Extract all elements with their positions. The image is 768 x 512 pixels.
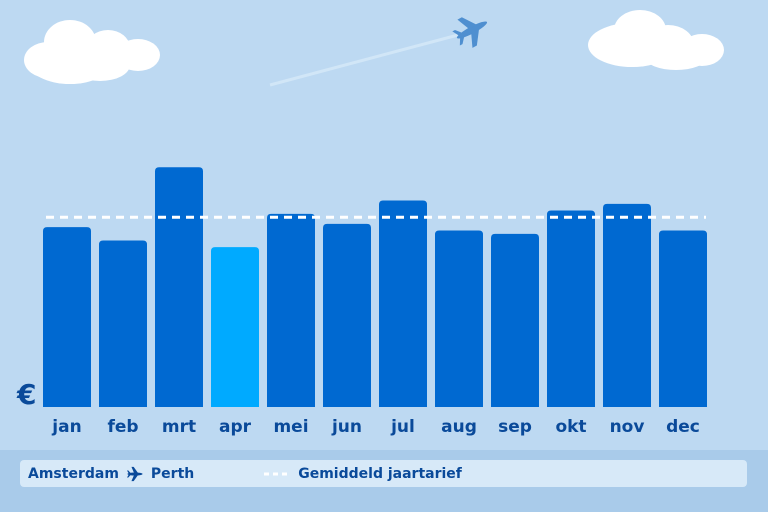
dashed-line-icon: [264, 472, 291, 475]
x-tick-label: mrt: [162, 417, 196, 437]
bar-apr: [211, 247, 259, 407]
bars-layer: [43, 167, 707, 407]
x-tick-label: nov: [610, 417, 645, 437]
cloud-icon: [24, 20, 160, 84]
airplane-icon: [126, 466, 143, 481]
x-tick-label: jun: [331, 417, 362, 437]
x-tick-label: apr: [219, 417, 252, 437]
route-destination: Perth: [150, 465, 195, 482]
bar-feb: [99, 240, 147, 407]
bar-jun: [323, 223, 371, 407]
y-axis-currency-label: €: [17, 378, 37, 411]
x-tick-label: sep: [498, 417, 532, 437]
x-axis-labels: jan feb mrt apr mei jun jul aug sep okt nov dec: [51, 417, 700, 437]
contrail: [269, 33, 459, 87]
x-tick-label: mei: [273, 417, 308, 437]
route-origin: Amsterdam: [28, 465, 119, 482]
bar-dec: [659, 230, 707, 407]
x-tick-label: jan: [51, 417, 81, 437]
route-legend: Amsterdam Perth: [28, 466, 194, 482]
bar-sep: [491, 233, 539, 407]
bar-mei: [267, 213, 315, 407]
bar-nov: [603, 203, 651, 407]
x-tick-label: jul: [390, 417, 415, 437]
bar-okt: [547, 210, 595, 407]
bar-jan: [43, 227, 91, 407]
x-tick-label: feb: [107, 417, 138, 437]
bar-jul: [379, 200, 427, 407]
cloud-icon: [588, 10, 724, 70]
average-legend-label: Gemiddeld jaartarief: [298, 465, 462, 482]
bar-aug: [435, 230, 483, 407]
x-tick-label: okt: [555, 417, 586, 437]
average-legend: Gemiddeld jaartarief: [264, 466, 462, 482]
legend: Amsterdam Perth Gemiddeld jaartarief: [20, 460, 747, 487]
bar-mrt: [155, 167, 203, 407]
x-tick-label: dec: [666, 417, 700, 437]
airplane-icon: [452, 17, 488, 48]
x-tick-label: aug: [441, 417, 477, 437]
